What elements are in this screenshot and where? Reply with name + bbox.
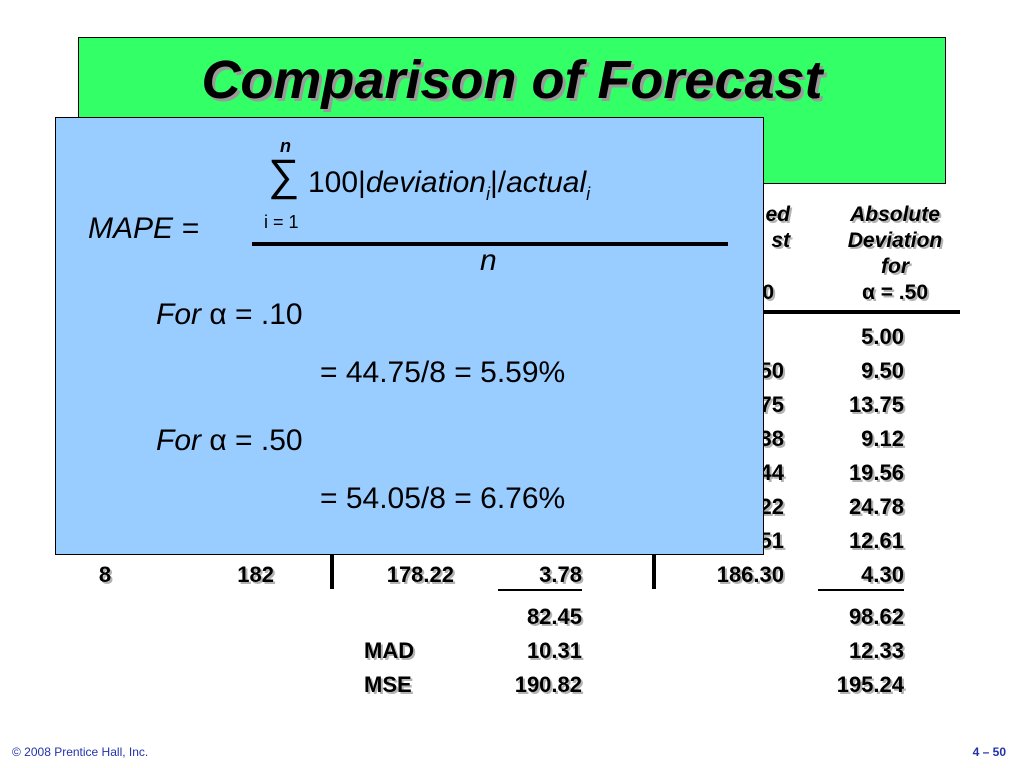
- actual-subscript: i: [586, 184, 591, 204]
- deviation-subscript: i: [485, 184, 490, 204]
- column-separator: [330, 555, 334, 589]
- numerator-mid: |/: [489, 166, 507, 199]
- alpha-10-value: = .10: [226, 298, 303, 331]
- header-abs-dev-50-line-1: Absolute: [850, 203, 940, 226]
- forecast-50-cell: 186.30: [716, 562, 784, 587]
- slide-title-line-1: Comparison of Forecast: [201, 50, 823, 110]
- deviation-term: deviation: [365, 166, 486, 199]
- forecast-10-cell: 178.22: [386, 562, 454, 587]
- header-abs-dev-50-line-3: for: [881, 255, 909, 278]
- header-rounded-partial-2: st: [771, 229, 790, 252]
- alpha-symbol: α: [209, 298, 227, 331]
- footer-copyright: © 2008 Prentice Hall, Inc.: [12, 745, 149, 759]
- column-separator: [652, 555, 656, 589]
- mad-abs-dev-10: 10.31: [526, 638, 582, 663]
- summation-upper-limit: n: [280, 136, 291, 156]
- mape-formula-box: n ∑ 100|deviationi|/actuali i = 1 MAPE =…: [55, 117, 764, 555]
- quarter-cell: 8: [98, 562, 112, 587]
- alpha-50-line: For α = .50: [156, 424, 303, 458]
- mape-result-alpha-50: = 54.05/8 = 6.76%: [320, 482, 566, 515]
- header-rule: [660, 310, 960, 314]
- total-abs-dev-10: 82.45: [526, 604, 582, 629]
- alpha-50-value: = .50: [226, 424, 303, 457]
- summation-lower-limit: i = 1: [264, 212, 299, 232]
- header-abs-dev-50-line-2: Deviation: [847, 229, 943, 252]
- mse-abs-dev-50: 195.24: [836, 672, 904, 697]
- fraction-bar: [252, 242, 728, 246]
- header-rounded-partial-3: 0: [762, 281, 774, 304]
- alpha-10-line: For α = .10: [156, 298, 303, 332]
- abs-dev-10-cell: 3.78: [498, 562, 582, 591]
- mape-numerator: 100|deviationi|/actuali: [308, 166, 591, 204]
- abs-dev-50-cell: 19.56: [848, 460, 904, 485]
- footer-page-number: 4 – 50: [972, 745, 1006, 759]
- mape-label: MAPE =: [88, 212, 199, 245]
- mad-abs-dev-50: 12.33: [848, 638, 904, 663]
- summation-symbol: ∑: [268, 151, 300, 200]
- abs-dev-50-cell: 4.30: [818, 562, 904, 591]
- abs-dev-50-cell: 5.00: [861, 324, 904, 349]
- actual-term: actual: [506, 166, 587, 199]
- mape-denominator: n: [480, 244, 497, 277]
- abs-dev-50-cell: 9.12: [861, 426, 904, 451]
- alpha-symbol: α: [209, 424, 227, 457]
- abs-dev-50-cell: 24.78: [848, 494, 904, 519]
- header-rounded-partial-1: ed: [765, 203, 790, 226]
- mse-abs-dev-10: 190.82: [514, 672, 582, 697]
- total-abs-dev-50: 98.62: [848, 604, 904, 629]
- abs-dev-50-cell: 9.50: [861, 358, 904, 383]
- mad-label: MAD: [364, 638, 415, 663]
- abs-dev-50-cell: 12.61: [848, 528, 904, 553]
- mse-label: MSE: [364, 672, 412, 697]
- for-word: For: [156, 424, 201, 457]
- actual-cell: 182: [237, 562, 274, 587]
- abs-dev-50-cell: 13.75: [848, 392, 904, 417]
- numerator-prefix: 100|: [308, 166, 366, 199]
- mape-result-alpha-10: = 44.75/8 = 5.59%: [320, 356, 566, 389]
- for-word: For: [156, 298, 201, 331]
- header-abs-dev-50-line-4: α = .50: [861, 281, 929, 304]
